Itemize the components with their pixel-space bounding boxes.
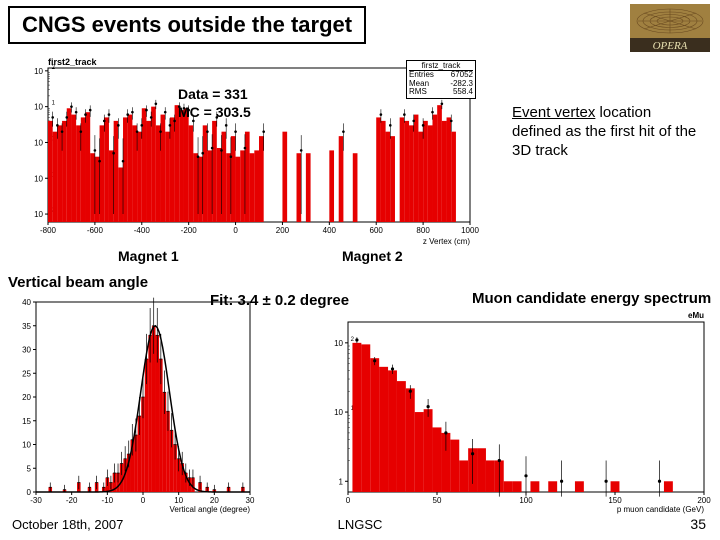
svg-text:30: 30: [246, 496, 255, 505]
magnet2-label: Magnet 2: [342, 248, 403, 264]
svg-text:-200: -200: [181, 226, 198, 235]
magnet1-label: Magnet 1: [118, 248, 179, 264]
svg-text:OPERA: OPERA: [653, 40, 688, 52]
svg-text:600: 600: [370, 226, 384, 235]
muon-energy-histogram: eMu1101102050100150200p muon candidate (…: [318, 308, 714, 514]
svg-text:0: 0: [141, 496, 146, 505]
svg-text:2: 2: [351, 337, 355, 343]
svg-text:200: 200: [697, 496, 711, 505]
svg-text:35: 35: [22, 322, 31, 331]
svg-text:1: 1: [52, 101, 56, 107]
svg-text:20: 20: [210, 496, 219, 505]
svg-text:10: 10: [334, 408, 343, 417]
svg-text:10: 10: [34, 103, 43, 112]
svg-text:-30: -30: [30, 496, 42, 505]
svg-text:10: 10: [34, 67, 43, 76]
svg-text:30: 30: [22, 346, 31, 355]
svg-text:10: 10: [22, 441, 31, 450]
svg-text:p muon candidate (GeV): p muon candidate (GeV): [617, 505, 704, 514]
vertex-definition-text: Event vertex location defined as the fir…: [512, 104, 702, 160]
svg-text:0: 0: [346, 496, 351, 505]
svg-text:10: 10: [334, 339, 343, 348]
svg-text:first2_track: first2_track: [48, 57, 98, 67]
svg-text:20: 20: [22, 393, 31, 402]
svg-text:-20: -20: [66, 496, 78, 505]
svg-text:-800: -800: [40, 226, 57, 235]
svg-text:0: 0: [233, 226, 238, 235]
mc-count-label: MC = 303.5: [178, 104, 251, 120]
svg-text:5: 5: [27, 464, 32, 473]
svg-text:50: 50: [433, 496, 442, 505]
svg-text:1000: 1000: [461, 226, 479, 235]
svg-text:-400: -400: [134, 226, 151, 235]
data-count-label: Data = 331: [178, 86, 248, 102]
svg-text:z Vertex (cm): z Vertex (cm): [423, 237, 470, 246]
vertical-angle-histogram: 0510152025303540-30-20-100102030Vertical…: [8, 296, 258, 514]
svg-text:10: 10: [174, 496, 183, 505]
fit-result-label: Fit: 3.4 ± 0.2 degree: [210, 292, 349, 309]
svg-text:eMu: eMu: [688, 311, 704, 320]
svg-text:1: 1: [339, 477, 344, 486]
svg-text:200: 200: [276, 226, 290, 235]
svg-text:25: 25: [22, 369, 31, 378]
stats-box: firstz_track Entries 67052 Mean -282.3 R…: [406, 60, 476, 99]
footer-date: October 18th, 2007: [12, 517, 123, 532]
footer-venue: LNGSC: [338, 517, 383, 532]
chart2-heading: Vertical beam angle: [8, 274, 148, 291]
svg-text:800: 800: [416, 226, 430, 235]
svg-text:100: 100: [519, 496, 533, 505]
svg-text:10: 10: [34, 210, 43, 219]
svg-text:40: 40: [22, 298, 31, 307]
svg-text:15: 15: [22, 417, 31, 426]
svg-text:400: 400: [323, 226, 337, 235]
svg-text:-10: -10: [102, 496, 114, 505]
page-title: CNGS events outside the target: [8, 6, 366, 44]
svg-text:10: 10: [34, 174, 43, 183]
opera-logo: OPERA: [630, 4, 710, 52]
chart3-heading: Muon candidate energy spectrum: [472, 290, 711, 307]
svg-text:10: 10: [34, 138, 43, 147]
page-number: 35: [690, 516, 706, 532]
svg-text:Vertical angle (degree): Vertical angle (degree): [170, 505, 251, 514]
svg-text:150: 150: [608, 496, 622, 505]
svg-text:-600: -600: [87, 226, 104, 235]
